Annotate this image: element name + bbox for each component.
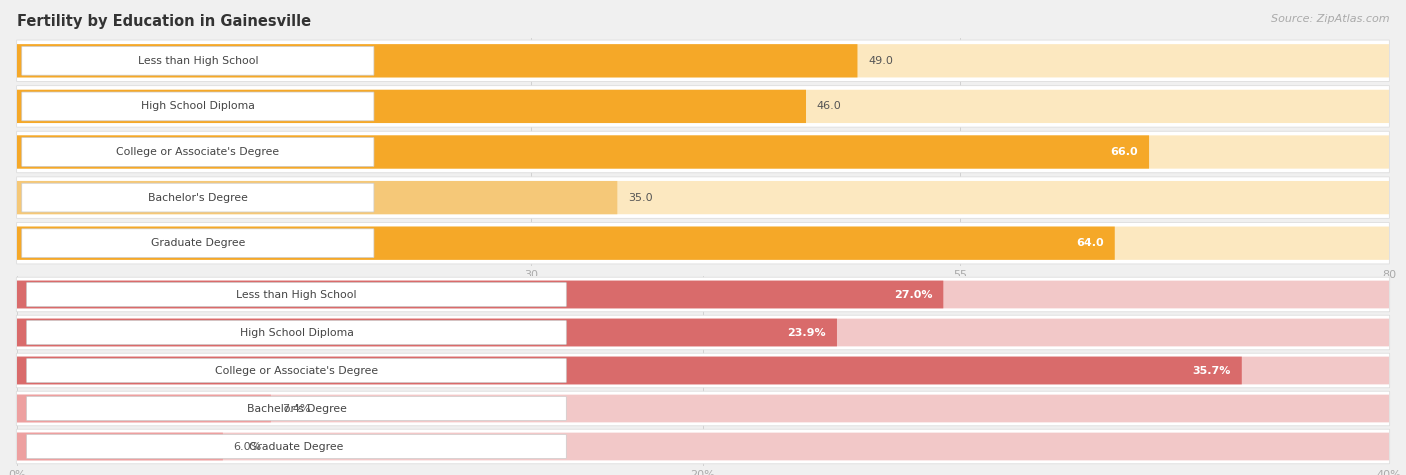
FancyBboxPatch shape (17, 429, 1389, 464)
Text: 66.0: 66.0 (1111, 147, 1137, 157)
FancyBboxPatch shape (17, 395, 1389, 422)
Text: Less than High School: Less than High School (236, 289, 357, 300)
FancyBboxPatch shape (17, 433, 1389, 460)
FancyBboxPatch shape (17, 277, 1389, 312)
FancyBboxPatch shape (17, 44, 858, 77)
FancyBboxPatch shape (17, 44, 1389, 77)
FancyBboxPatch shape (27, 359, 567, 382)
FancyBboxPatch shape (17, 395, 271, 422)
Text: 27.0%: 27.0% (894, 289, 932, 300)
FancyBboxPatch shape (17, 315, 1389, 350)
FancyBboxPatch shape (17, 135, 1149, 169)
FancyBboxPatch shape (27, 321, 567, 344)
Text: Graduate Degree: Graduate Degree (150, 238, 245, 248)
FancyBboxPatch shape (27, 397, 567, 420)
Text: Less than High School: Less than High School (138, 56, 259, 66)
Text: 35.7%: 35.7% (1192, 365, 1230, 376)
FancyBboxPatch shape (21, 47, 374, 75)
FancyBboxPatch shape (17, 227, 1115, 260)
FancyBboxPatch shape (17, 135, 1389, 169)
FancyBboxPatch shape (27, 283, 567, 306)
FancyBboxPatch shape (17, 319, 1389, 346)
FancyBboxPatch shape (17, 319, 837, 346)
Text: College or Associate's Degree: College or Associate's Degree (117, 147, 280, 157)
FancyBboxPatch shape (17, 177, 1389, 218)
Text: College or Associate's Degree: College or Associate's Degree (215, 365, 378, 376)
Text: 7.4%: 7.4% (281, 403, 311, 414)
Text: 35.0: 35.0 (628, 192, 652, 203)
Text: Fertility by Education in Gainesville: Fertility by Education in Gainesville (17, 14, 311, 29)
FancyBboxPatch shape (17, 86, 1389, 127)
FancyBboxPatch shape (17, 90, 1389, 123)
FancyBboxPatch shape (17, 40, 1389, 82)
FancyBboxPatch shape (17, 181, 617, 214)
FancyBboxPatch shape (17, 357, 1389, 384)
Text: 23.9%: 23.9% (787, 327, 825, 338)
FancyBboxPatch shape (17, 227, 1389, 260)
Text: 49.0: 49.0 (869, 56, 893, 66)
Text: High School Diploma: High School Diploma (141, 101, 254, 112)
FancyBboxPatch shape (17, 357, 1241, 384)
Text: 6.0%: 6.0% (233, 441, 262, 452)
Text: Bachelor's Degree: Bachelor's Degree (246, 403, 346, 414)
FancyBboxPatch shape (21, 92, 374, 121)
Text: Source: ZipAtlas.com: Source: ZipAtlas.com (1271, 14, 1389, 24)
Text: Bachelor's Degree: Bachelor's Degree (148, 192, 247, 203)
Text: 46.0: 46.0 (817, 101, 842, 112)
FancyBboxPatch shape (17, 281, 1389, 308)
FancyBboxPatch shape (17, 181, 1389, 214)
FancyBboxPatch shape (17, 222, 1389, 264)
FancyBboxPatch shape (21, 138, 374, 166)
FancyBboxPatch shape (17, 391, 1389, 426)
FancyBboxPatch shape (17, 353, 1389, 388)
FancyBboxPatch shape (17, 433, 224, 460)
Text: 64.0: 64.0 (1076, 238, 1104, 248)
FancyBboxPatch shape (17, 281, 943, 308)
FancyBboxPatch shape (21, 229, 374, 257)
FancyBboxPatch shape (21, 183, 374, 212)
Text: Graduate Degree: Graduate Degree (249, 441, 343, 452)
FancyBboxPatch shape (27, 435, 567, 458)
FancyBboxPatch shape (17, 90, 806, 123)
Text: High School Diploma: High School Diploma (239, 327, 353, 338)
FancyBboxPatch shape (17, 131, 1389, 173)
